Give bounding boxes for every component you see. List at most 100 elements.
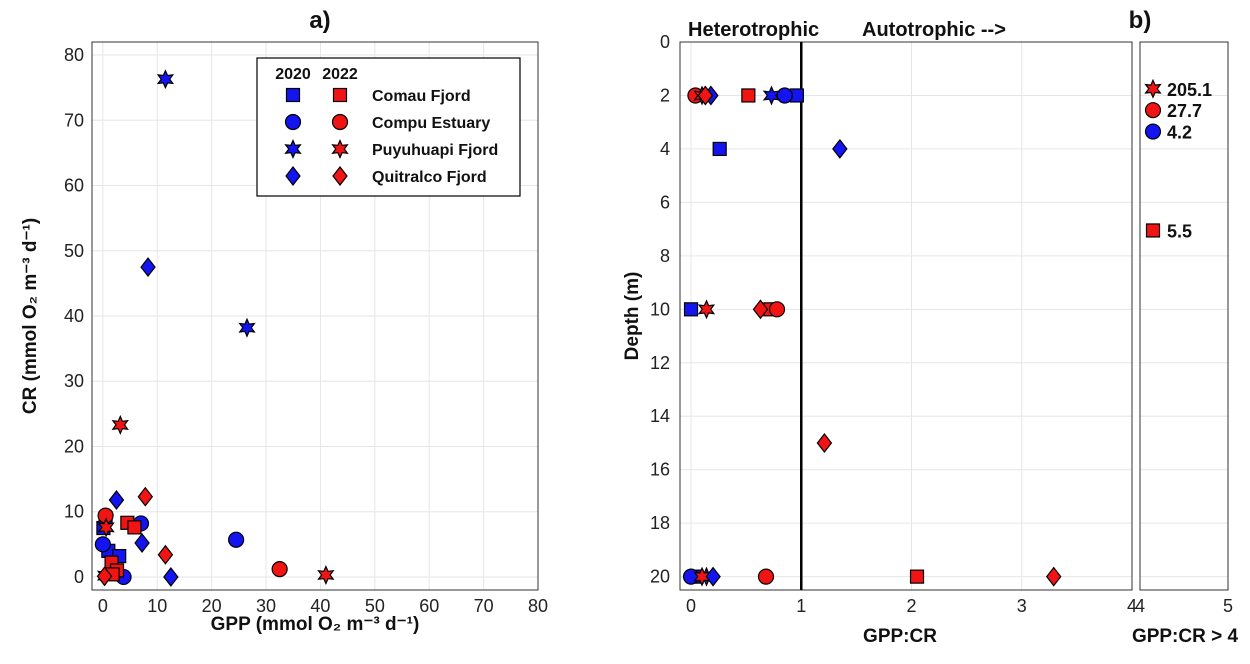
high-ratio-marker-circle — [1144, 123, 1162, 140]
data-point-diamond-2022 — [697, 85, 714, 106]
data-point-circle-2020 — [682, 568, 700, 585]
legend-rows — [284, 87, 349, 186]
data-point-star-2020 — [156, 69, 175, 90]
high-ratio-marker-star — [1144, 78, 1162, 99]
x-tick-label: 0 — [98, 596, 108, 616]
legend-header-2020: 2020 — [275, 66, 311, 83]
y-tick-label: 8 — [660, 246, 670, 266]
panel-b-ylabel: Depth (m) — [622, 272, 643, 361]
high-ratio-marker-circle — [1144, 102, 1162, 119]
data-point-diamond-2020 — [134, 533, 150, 554]
legend-box — [256, 57, 521, 197]
legend-marker-2020-circle — [284, 113, 302, 131]
y-tick-label: 30 — [64, 371, 84, 391]
y-tick-label: 16 — [650, 460, 670, 480]
legend-label-compu: Compu Estuary — [372, 115, 490, 132]
legend-marker-2022-diamond — [332, 166, 348, 186]
legend-label-puyuhuapi: Puyuhuapi Fjord — [372, 142, 498, 159]
data-point-star-2022 — [693, 566, 711, 587]
panel-b-markers — [682, 85, 1062, 587]
data-point-square-2022 — [741, 88, 756, 103]
y-tick-label: 70 — [64, 110, 84, 130]
y-tick-label: 20 — [64, 436, 84, 456]
data-point-diamond-2022 — [137, 486, 154, 507]
panel-b-xlabel: GPP:CR — [863, 626, 937, 647]
y-tick-label: 40 — [64, 306, 84, 326]
heterotrophic-label: Heterotrophic — [688, 19, 819, 41]
y-tick-label: 0 — [74, 567, 84, 587]
data-point-diamond-2020 — [163, 566, 179, 587]
x-tick-label: 0 — [686, 596, 696, 616]
data-point-square-2020 — [712, 141, 727, 157]
x-tick-label: 60 — [419, 596, 439, 616]
y-tick-label: 80 — [64, 45, 84, 65]
y-tick-label: 18 — [650, 513, 670, 533]
x-tick-label: 2 — [907, 596, 917, 616]
data-point-circle-2020 — [228, 531, 245, 548]
panel-a-scatter: 0 10 20 30 40 50 60 70 80 0 10 20 30 40 50 60 70 80 a) GP… — [20, 7, 548, 635]
legend-label-comau: Comau Fjord — [372, 88, 471, 105]
panel-a-markers — [94, 69, 335, 587]
legend-marker-2022-circle — [331, 113, 349, 131]
panel-b-label: b) — [1129, 7, 1152, 34]
high-ratio-value: 27.7 — [1167, 101, 1202, 121]
x-tick-label: 10 — [147, 596, 167, 616]
x-tick-label: 70 — [474, 596, 494, 616]
y-tick-label: 12 — [650, 353, 670, 373]
data-point-star-2020 — [238, 317, 256, 338]
x-tick-label: 50 — [365, 596, 385, 616]
data-point-diamond-2020 — [705, 566, 721, 587]
data-point-circle-2020 — [776, 87, 793, 104]
data-point-diamond-2020 — [832, 138, 848, 159]
data-point-circle-2022 — [768, 301, 786, 318]
data-point-circle-2020 — [94, 536, 111, 553]
data-point-square-2020 — [683, 302, 699, 317]
x-tick-label: 20 — [202, 596, 222, 616]
panel-b-side-xlabel: GPP:CR > 4 — [1132, 626, 1239, 647]
panel-a-ticks: 0 10 20 30 40 50 60 70 80 0 10 20 30 40 50 60 70 80 — [64, 45, 548, 616]
x-tick-label: 4 — [1135, 596, 1145, 616]
panel-b-axes-box — [679, 41, 1133, 591]
high-ratio-value: 4.2 — [1167, 123, 1192, 143]
data-point-diamond-2022 — [1045, 566, 1062, 587]
autotrophic-label: Autotrophic --> — [862, 19, 1006, 41]
legend-marker-2020-star — [284, 139, 302, 159]
panel-a-label: a) — [309, 7, 330, 34]
x-tick-label: 40 — [310, 596, 330, 616]
legend-marker-2022-star — [331, 139, 349, 159]
legend-header-2022: 2022 — [322, 66, 358, 83]
y-tick-label: 2 — [660, 85, 670, 105]
y-tick-label: 4 — [660, 139, 670, 159]
y-tick-label: 60 — [64, 176, 84, 196]
y-tick-label: 6 — [660, 192, 670, 212]
x-tick-label: 3 — [1017, 596, 1027, 616]
y-tick-label: 14 — [650, 406, 670, 426]
panel-b-side-axes-box — [1139, 41, 1229, 591]
high-ratio-value: 205.1 — [1167, 80, 1212, 100]
panel-a-axes-box — [91, 41, 539, 591]
data-point-star-2020 — [762, 85, 781, 106]
high-ratio-marker-square — [1145, 223, 1161, 238]
data-point-star-2022 — [111, 414, 129, 435]
data-point-diamond-2020 — [140, 257, 156, 278]
data-point-diamond-2022 — [96, 566, 113, 587]
y-tick-label: 50 — [64, 241, 84, 261]
panel-b-grid — [680, 41, 1133, 590]
data-point-square-2022 — [909, 569, 925, 584]
legend-label-quitralco: Quitralco Fjord — [372, 169, 487, 186]
data-point-star-2022 — [697, 299, 716, 320]
panel-a-legend: 2020 2022 Comau Fjord Compu Estuary Puyu… — [256, 57, 521, 197]
panel-b-side-markers: 205.127.74.2 5.5 — [1144, 78, 1212, 241]
x-tick-label: 1 — [796, 596, 806, 616]
data-point-diamond-2022 — [752, 299, 769, 320]
x-tick-label: 4 — [1127, 596, 1137, 616]
legend-marker-2020-square — [285, 87, 301, 103]
y-tick-label: 0 — [660, 32, 670, 52]
legend-marker-2022-square — [332, 87, 348, 103]
data-point-star-2022 — [97, 517, 115, 538]
